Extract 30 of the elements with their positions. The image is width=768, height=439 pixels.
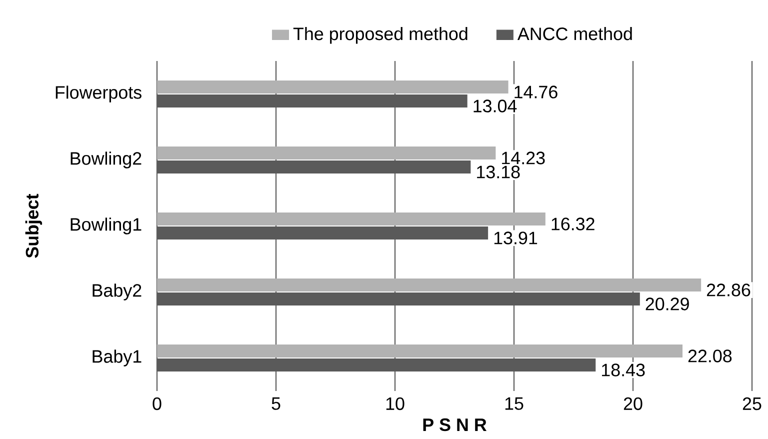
data-label: 13.04 [474,100,517,112]
data-label: 22.08 [688,350,732,362]
bar [157,80,508,94]
y-tick-label: Flowerpots [56,86,142,102]
data-label: 14.76 [514,86,558,98]
data-label: 20.29 [646,298,689,310]
y-axis-title: Subject [25,194,42,258]
bar [157,278,702,292]
data-label: 14.23 [502,152,545,164]
data-label: 13.91 [494,232,538,244]
bar [157,344,683,358]
data-label: 13.18 [477,166,520,178]
x-tick-label: 10 [386,397,404,410]
data-label: 22.86 [706,284,750,296]
bar [157,212,546,226]
y-tick-label: Baby1 [92,350,142,366]
x-tick-label: 0 [152,397,162,410]
y-tick-label: Bowling2 [70,152,142,168]
x-tick-label: 15 [505,397,524,410]
legend-label: The proposed method [293,27,468,44]
y-tick-label: Baby2 [92,284,142,300]
legend-label: ANCC method [517,27,632,40]
x-axis-title: P S N R [423,418,487,432]
x-tick-label: 25 [742,397,762,410]
x-tick-label: 5 [272,397,280,410]
bar [157,146,496,160]
data-label: 16.32 [552,218,594,230]
x-tick-label: 20 [624,397,642,410]
data-label: 18.43 [602,364,645,376]
y-tick-label: Bowling1 [70,218,142,234]
